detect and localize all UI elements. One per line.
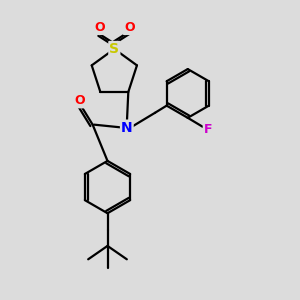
Text: O: O: [94, 21, 105, 34]
Text: N: N: [121, 121, 133, 135]
Text: S: S: [109, 42, 119, 56]
Text: F: F: [204, 123, 212, 136]
Text: O: O: [124, 21, 134, 34]
Text: O: O: [74, 94, 85, 107]
